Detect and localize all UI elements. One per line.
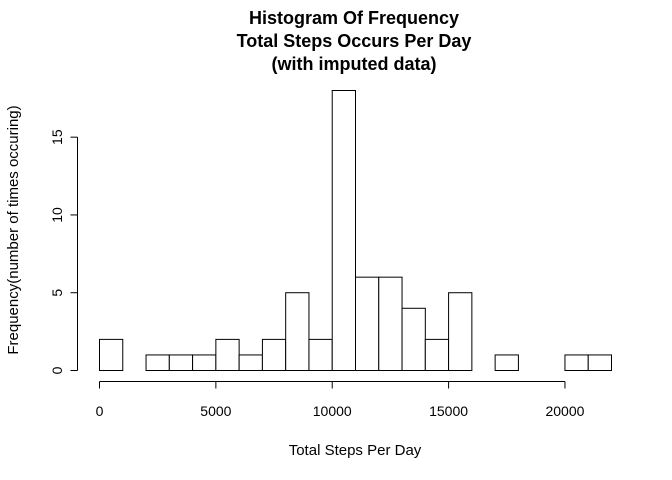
histogram-bar xyxy=(99,338,124,371)
histogram-bar xyxy=(587,354,613,372)
histogram-bar xyxy=(494,354,519,372)
y-tick-label: 0 xyxy=(49,366,65,374)
x-axis: 0 5000 10000 15000 20000 xyxy=(96,381,585,419)
y-axis-label: Frequency(number of times occuring) xyxy=(5,105,22,354)
histogram-bar xyxy=(285,292,310,372)
y-tick-label: 5 xyxy=(49,289,65,297)
title-line-1: Histogram Of Frequency xyxy=(249,8,459,28)
histogram-bar xyxy=(331,90,356,371)
histogram-bar xyxy=(424,338,450,371)
title-line-3: (with imputed data) xyxy=(272,54,437,74)
x-tick-label: 10000 xyxy=(313,403,352,419)
y-axis: 0 5 10 15 xyxy=(49,129,78,374)
histogram-bar xyxy=(308,338,333,371)
histogram-bar xyxy=(355,276,380,371)
title-line-2: Total Steps Occurs Per Day xyxy=(237,31,472,51)
histogram-bar xyxy=(192,354,217,372)
histogram-bar xyxy=(448,292,473,372)
y-tick-label: 15 xyxy=(49,129,65,145)
histogram-bar xyxy=(564,354,589,372)
histogram-bar xyxy=(215,338,240,371)
histogram-bar xyxy=(378,276,403,371)
histogram-bar xyxy=(261,338,287,371)
chart-title: Histogram Of Frequency Total Steps Occur… xyxy=(237,8,472,74)
histogram-bar xyxy=(401,307,426,371)
x-tick-label: 0 xyxy=(96,403,104,419)
x-axis-label: Total Steps Per Day xyxy=(289,442,422,459)
x-tick-label: 15000 xyxy=(429,403,468,419)
histogram-bar xyxy=(145,354,170,372)
bars-group xyxy=(99,90,613,372)
histogram-bar xyxy=(238,354,263,372)
x-tick-label: 5000 xyxy=(200,403,231,419)
y-tick-label: 10 xyxy=(49,207,65,223)
x-tick-label: 20000 xyxy=(545,403,584,419)
histogram-bar xyxy=(168,354,194,372)
